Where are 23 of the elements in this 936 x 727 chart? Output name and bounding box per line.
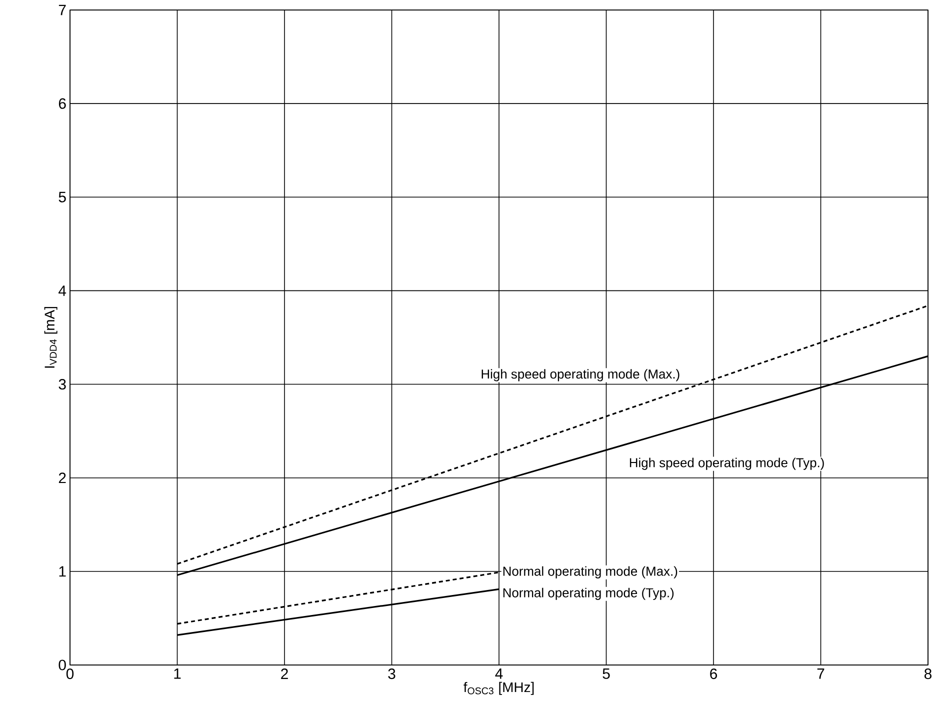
x-tick-label: 2 <box>281 668 288 679</box>
y-tick-label: 5 <box>58 192 66 202</box>
y-tick-label: 6 <box>58 98 66 109</box>
series-label: Normal operating mode (Max.) <box>503 566 678 578</box>
x-axis-title: f$_{OSC3}$ [MHz] <box>464 682 534 695</box>
series-label: High speed operating mode (Typ.) <box>630 458 824 470</box>
y-tick-label: 7 <box>58 4 66 16</box>
x-tick-label: 8 <box>924 668 932 680</box>
y-axis-title: I$_{VDD4}$ [mA] <box>44 307 58 368</box>
y-tick-label: 4 <box>58 286 66 296</box>
y-tick-label: 0 <box>58 660 66 670</box>
y-tick-label: 2 <box>58 472 66 484</box>
x-tick-label: 4 <box>495 668 503 679</box>
x-tick-label: 7 <box>817 668 824 679</box>
x-tick-label: 6 <box>710 668 718 680</box>
y-tick-label: 1 <box>59 566 66 577</box>
y-tick-label: 3 <box>58 378 66 390</box>
x-tick-label: 1 <box>174 668 181 679</box>
series-label: Normal operating mode (Typ.) <box>503 588 674 600</box>
x-tick-label: 5 <box>602 668 610 679</box>
x-tick-label: 0 <box>66 668 74 680</box>
x-tick-label: 3 <box>388 668 396 680</box>
series-label: High speed operating mode (Max.) <box>482 369 680 382</box>
